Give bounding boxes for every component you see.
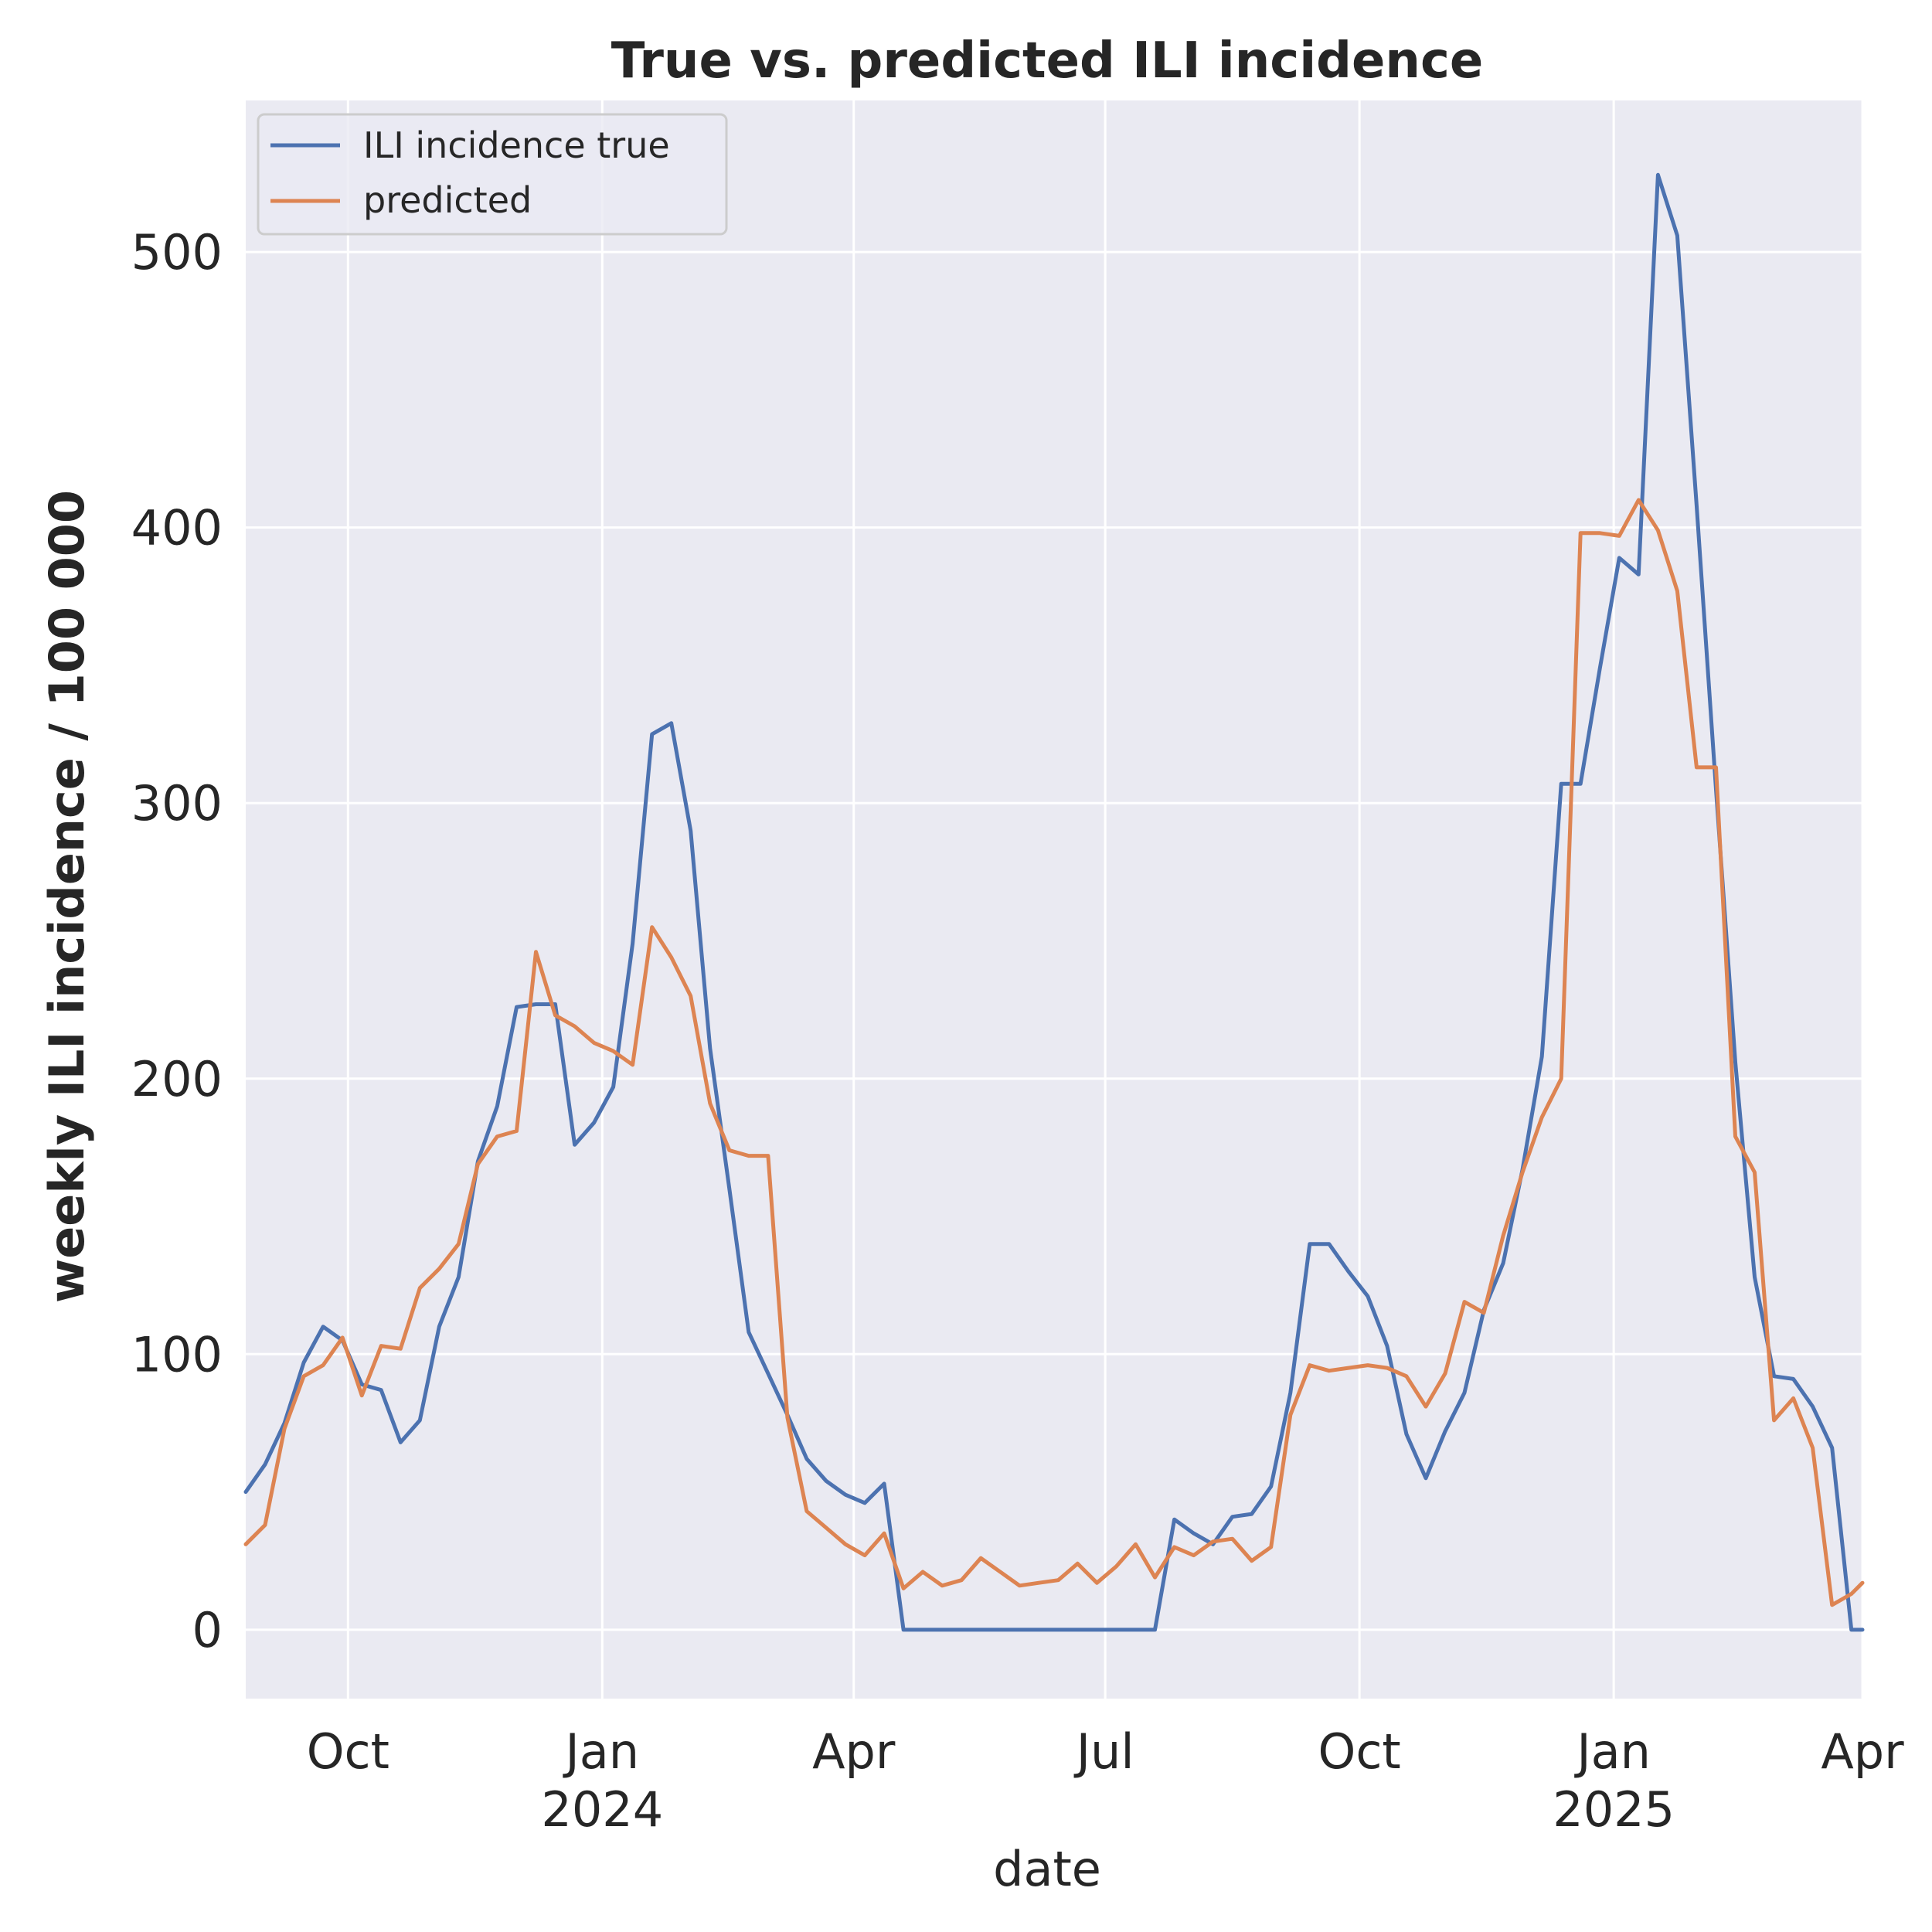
y-tick-label: 300	[131, 775, 223, 832]
x-tick-year-label: 2024	[541, 1781, 663, 1838]
y-tick-label: 100	[131, 1326, 223, 1383]
y-tick-label: 500	[131, 224, 223, 281]
chart-title: True vs. predicted ILI incidence	[611, 32, 1484, 90]
y-tick-label: 0	[192, 1602, 223, 1658]
gridlines	[246, 100, 1864, 1699]
legend-label-true: ILI incidence true	[363, 124, 670, 166]
x-tick-label: Apr	[812, 1723, 896, 1780]
legend: ILI incidence true predicted	[257, 113, 728, 236]
x-tick-label: Jul	[1073, 1723, 1134, 1780]
legend-label-predicted: predicted	[363, 179, 532, 221]
series-line-true	[243, 172, 1865, 1632]
x-tick-label: Oct	[1318, 1723, 1401, 1780]
x-axis-label: date	[993, 1841, 1101, 1897]
series-line-predicted	[243, 498, 1865, 1607]
legend-box	[257, 113, 728, 236]
y-tick-label: 400	[131, 500, 223, 556]
y-axis-ticks: 0 100 200 300 400 500	[131, 224, 223, 1658]
x-tick-label: Jan	[1573, 1723, 1651, 1780]
x-tick-label: Apr	[1821, 1723, 1904, 1780]
plot-area	[246, 100, 1862, 1699]
series-lines	[243, 172, 1865, 1632]
y-tick-label: 200	[131, 1051, 223, 1107]
x-tick-label: Oct	[307, 1723, 389, 1780]
x-tick-label: Jan	[563, 1723, 640, 1780]
y-axis-label: weekly ILI incidence / 100 000	[39, 490, 95, 1303]
x-tick-year-label: 2025	[1553, 1781, 1675, 1838]
